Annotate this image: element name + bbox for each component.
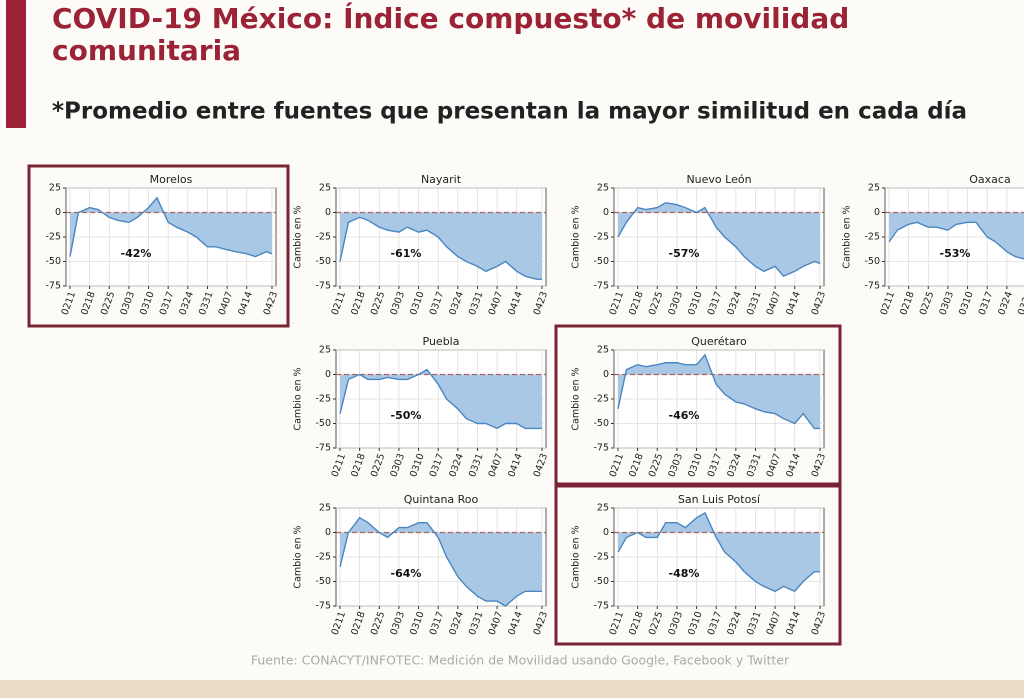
annotation: -53%	[940, 247, 971, 260]
area-fill	[618, 202, 820, 277]
y-tick-label: -50	[593, 418, 609, 429]
y-tick-label: -25	[864, 232, 880, 243]
y-tick-label: -75	[864, 281, 880, 292]
series-line	[339, 368, 542, 430]
highlight-frame	[554, 484, 842, 646]
title-line-2: comunitaria	[52, 34, 241, 67]
y-tick-label: -50	[315, 576, 331, 587]
y-tick-label: 0	[603, 369, 609, 380]
y-tick-label: 0	[325, 369, 331, 380]
chart-title: Morelos	[150, 173, 193, 186]
y-tick-label: -25	[315, 394, 331, 405]
y-axis-label: Cambio en %	[293, 205, 304, 268]
y-tick-label: 0	[55, 207, 61, 218]
accent-bar	[6, 0, 26, 128]
area-fill	[340, 369, 542, 429]
y-tick-label: -25	[315, 232, 331, 243]
y-tick-label: 0	[874, 207, 880, 218]
series-line	[617, 511, 820, 593]
y-axis-label: Cambio en %	[293, 367, 304, 430]
y-axis-label: Cambio en %	[571, 205, 582, 268]
annotation: -42%	[121, 247, 152, 260]
series-line	[339, 516, 542, 607]
y-axis-label: Cambio en %	[842, 205, 853, 268]
annotation: -46%	[669, 409, 700, 422]
y-tick-label: -50	[45, 256, 61, 267]
source-note: Fuente: CONACYT/INFOTEC: Medición de Mov…	[251, 653, 790, 668]
y-tick-label: -50	[593, 256, 609, 267]
y-tick-label: -75	[315, 601, 331, 612]
y-tick-label: 25	[597, 345, 609, 356]
y-tick-label: 25	[49, 183, 61, 194]
annotation: -64%	[391, 567, 422, 580]
area-fill	[340, 212, 542, 280]
chart-title: Nuevo León	[686, 173, 751, 186]
y-tick-label: -25	[45, 232, 61, 243]
y-tick-label: -25	[593, 552, 609, 563]
chart-title: Quintana Roo	[404, 493, 479, 506]
chart-title: San Luis Potosí	[678, 493, 761, 506]
title-line-1: COVID-19 México: Índice compuesto* de mo…	[52, 1, 849, 35]
chart-title: Oaxaca	[969, 173, 1010, 186]
y-tick-label: 25	[319, 345, 331, 356]
y-tick-label: 0	[603, 207, 609, 218]
y-tick-label: -50	[315, 418, 331, 429]
series-line	[617, 353, 820, 430]
annotation: -57%	[669, 247, 700, 260]
y-tick-label: -75	[593, 443, 609, 454]
y-tick-label: 0	[325, 207, 331, 218]
bottom-band	[0, 680, 1024, 698]
y-tick-label: -75	[45, 281, 61, 292]
y-tick-label: -25	[315, 552, 331, 563]
area-fill	[618, 354, 820, 429]
annotation: -61%	[391, 247, 422, 260]
chart-title: Puebla	[423, 335, 460, 348]
y-tick-label: -50	[864, 256, 880, 267]
chart-title: Nayarit	[421, 173, 462, 186]
x-tick-label: 0331	[1016, 290, 1024, 316]
y-axis-label: Cambio en %	[571, 525, 582, 588]
series-line	[617, 201, 821, 278]
y-tick-label: 0	[325, 527, 331, 538]
y-tick-label: -75	[593, 281, 609, 292]
y-tick-label: 25	[319, 183, 331, 194]
y-tick-label: -25	[593, 394, 609, 405]
y-tick-label: -75	[593, 601, 609, 612]
highlight-frame	[554, 324, 842, 486]
y-tick-label: 0	[603, 527, 609, 538]
y-axis-label: Cambio en %	[571, 367, 582, 430]
series-line	[339, 216, 542, 280]
y-tick-label: -25	[593, 232, 609, 243]
y-tick-label: 25	[868, 183, 880, 194]
annotation: -50%	[391, 409, 422, 422]
y-tick-label: -50	[593, 576, 609, 587]
y-axis-label: Cambio en %	[293, 525, 304, 588]
subtitle: *Promedio entre fuentes que presentan la…	[52, 99, 967, 125]
y-tick-label: 25	[597, 183, 609, 194]
chart-title: Querétaro	[691, 335, 747, 348]
series-line	[888, 221, 1024, 260]
annotation: -48%	[669, 567, 700, 580]
area-fill	[340, 517, 542, 606]
y-tick-label: -50	[315, 256, 331, 267]
y-tick-label: 25	[597, 503, 609, 514]
y-tick-label: -75	[315, 281, 331, 292]
series-line	[69, 196, 273, 258]
y-tick-label: 25	[319, 503, 331, 514]
highlight-frame	[27, 164, 290, 328]
y-tick-label: -75	[315, 443, 331, 454]
